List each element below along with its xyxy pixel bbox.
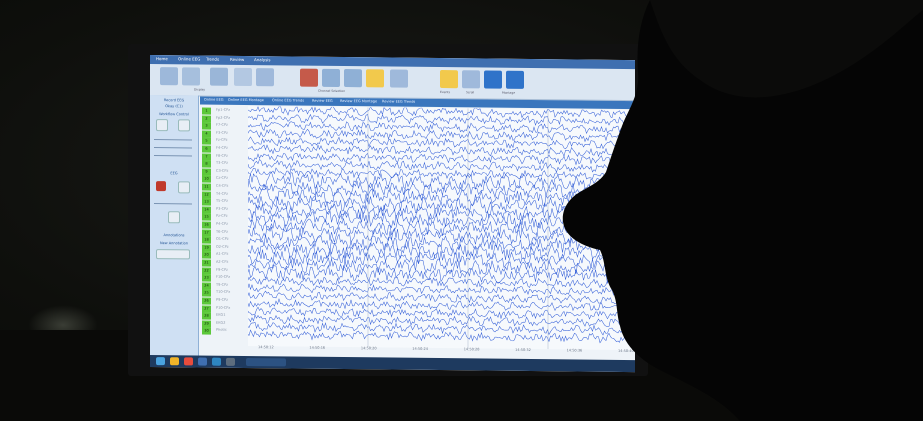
eeg-trace bbox=[248, 264, 635, 284]
eeg-trace bbox=[248, 321, 635, 336]
eeg-trace bbox=[248, 153, 635, 166]
eeg-trace bbox=[248, 171, 635, 191]
eeg-trace bbox=[248, 136, 635, 150]
eeg-trace bbox=[248, 113, 635, 127]
eeg-trace bbox=[248, 242, 635, 262]
eeg-trace bbox=[248, 167, 635, 181]
eeg-trace bbox=[248, 248, 635, 269]
eeg-trace bbox=[248, 314, 635, 327]
eeg-trace bbox=[248, 306, 635, 320]
eeg-trace bbox=[248, 144, 635, 158]
eeg-trace bbox=[248, 128, 635, 143]
eeg-trace bbox=[248, 159, 635, 173]
eeg-trace bbox=[248, 106, 635, 119]
eeg-trace bbox=[248, 226, 635, 246]
eeg-trace bbox=[248, 290, 635, 304]
eeg-trace bbox=[248, 329, 635, 344]
eeg-trace bbox=[248, 121, 635, 135]
eeg-trace bbox=[248, 283, 635, 296]
eeg-trace bbox=[248, 298, 635, 312]
eeg-trace bbox=[248, 276, 635, 289]
eeg-trace bbox=[248, 257, 635, 278]
